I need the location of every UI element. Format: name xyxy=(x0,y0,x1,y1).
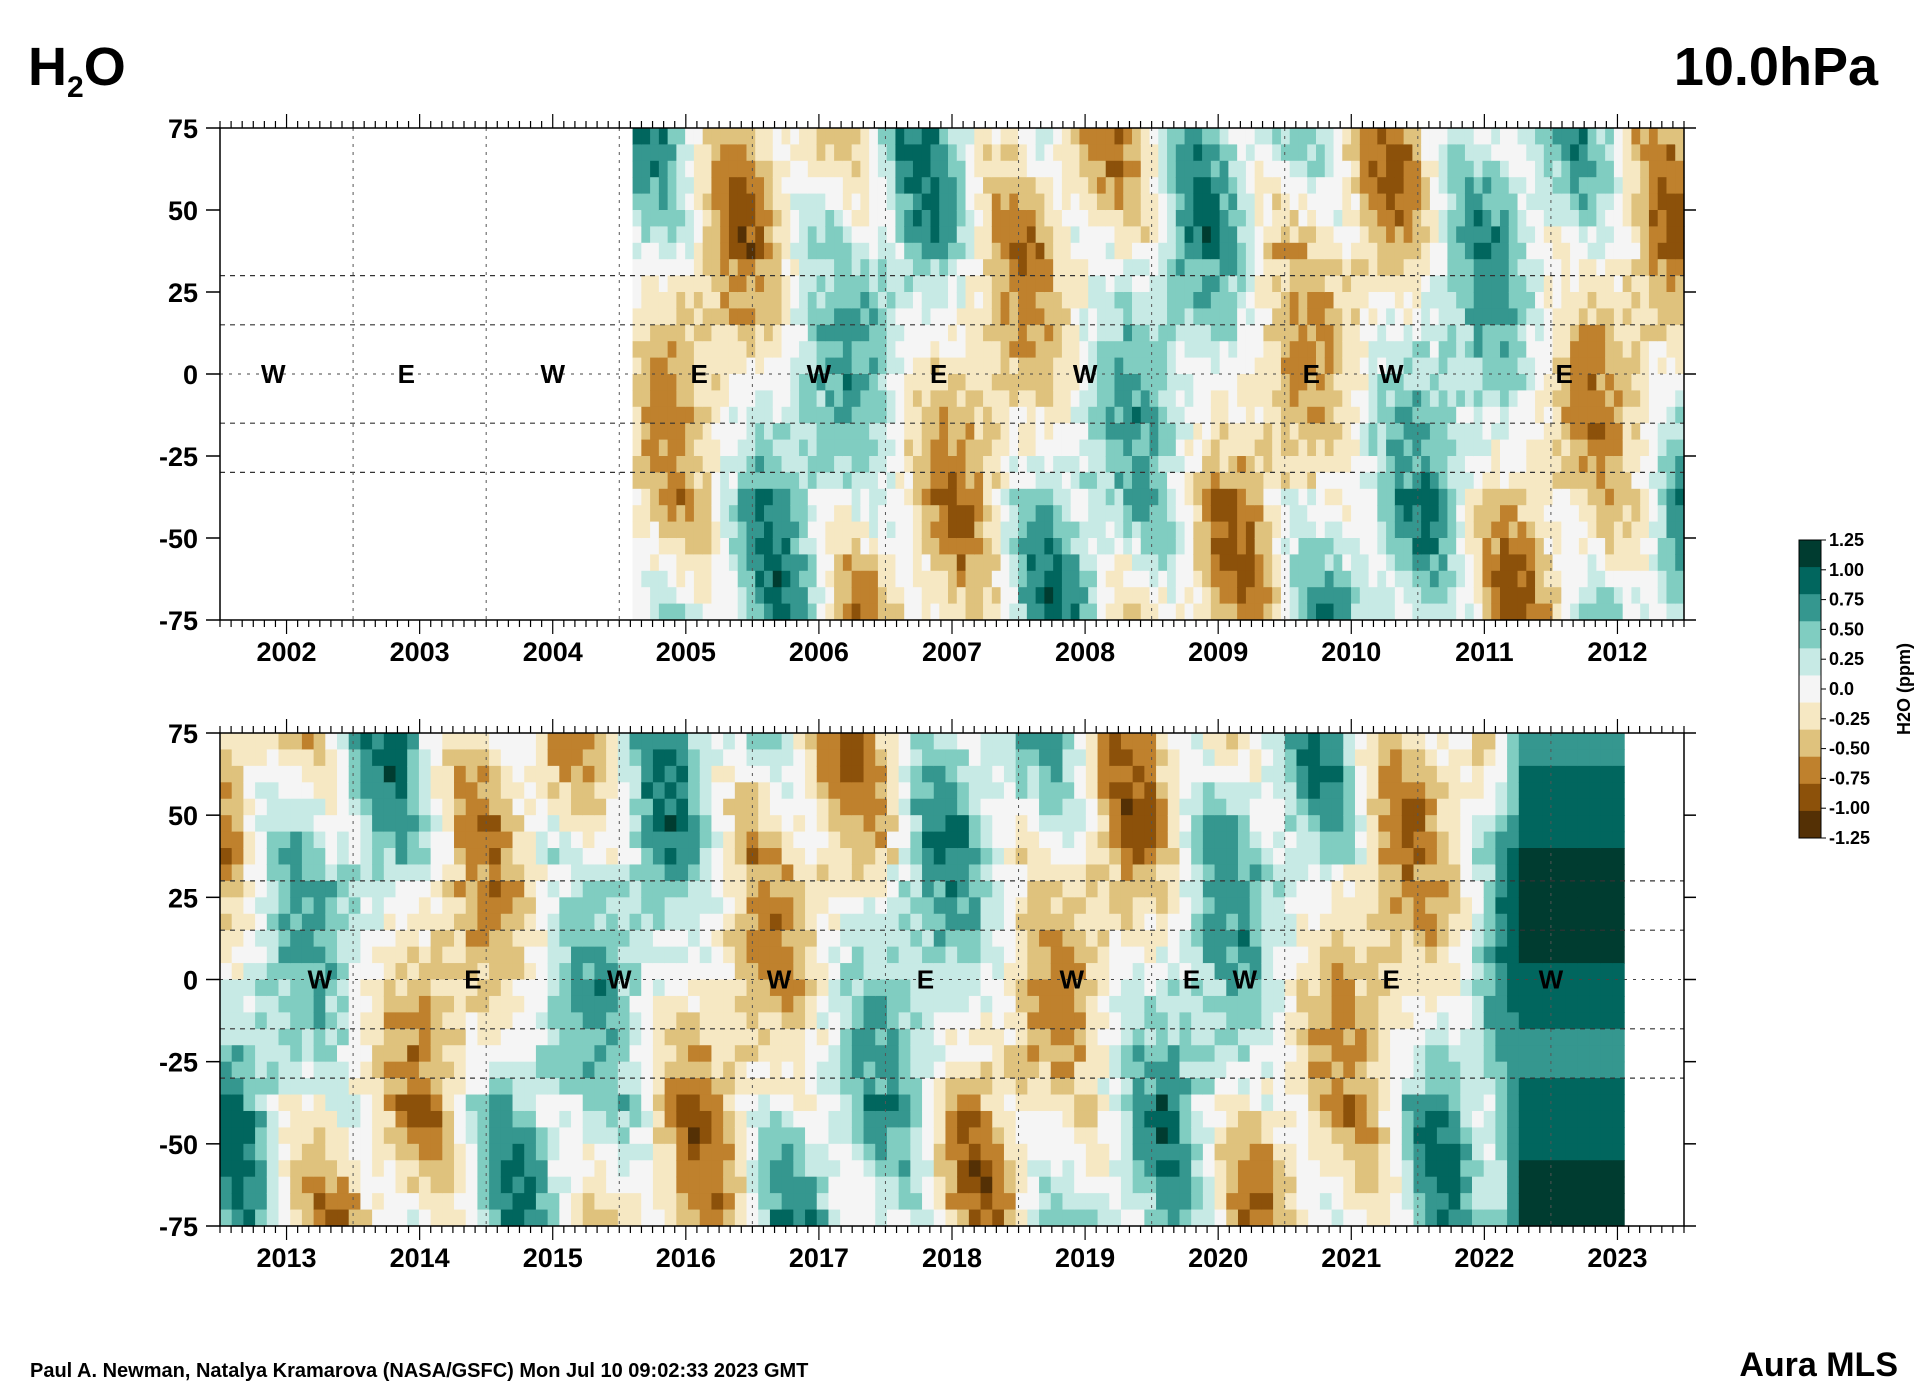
heatmap-field xyxy=(632,128,1685,621)
colorbar-swatch xyxy=(1799,648,1821,676)
colorbar-tick-label: -0.25 xyxy=(1829,709,1870,729)
heatmap-field xyxy=(220,733,1625,1227)
y-tick-label: -25 xyxy=(159,1048,198,1078)
panel-top: 75 50 25 0 -25 -50 -75 2002 2003 2004 2005 2006 2007… xyxy=(159,114,1696,667)
colorbar-swatch xyxy=(1799,783,1821,812)
x-tick-label: 2003 xyxy=(390,637,450,667)
x-tick-label: 2012 xyxy=(1587,637,1647,667)
colorbar-swatch xyxy=(1799,621,1821,649)
x-tick-label: 2020 xyxy=(1188,1243,1248,1273)
x-tick-label: 2023 xyxy=(1587,1243,1647,1273)
y-tick-label: -25 xyxy=(159,442,198,472)
qbo-phase-label: E xyxy=(1183,965,1200,995)
colorbar-tick-label: 0.0 xyxy=(1829,679,1854,699)
qbo-phase-label: E xyxy=(398,359,415,389)
y-tick-label: 0 xyxy=(183,966,198,996)
colorbar-swatch xyxy=(1799,756,1821,785)
x-tick-label: 2021 xyxy=(1321,1243,1381,1273)
x-tick-label: 2005 xyxy=(656,637,716,667)
qbo-phase-label: W xyxy=(308,965,333,995)
y-tick-label: -50 xyxy=(159,524,198,554)
chart-title: H2O xyxy=(28,37,126,104)
colorbar-tick-label: -1.25 xyxy=(1829,828,1870,848)
qbo-phase-label: E xyxy=(1556,359,1573,389)
y-tick-label: 25 xyxy=(168,883,198,913)
x-tick-label: 2019 xyxy=(1055,1243,1115,1273)
qbo-phase-label: E xyxy=(1303,359,1320,389)
y-tick-label: 0 xyxy=(183,360,198,390)
x-tick-label: 2007 xyxy=(922,637,982,667)
instrument-label: Aura MLS xyxy=(1739,1346,1898,1384)
qbo-phase-label: E xyxy=(464,965,481,995)
x-tick-label: 2006 xyxy=(789,637,849,667)
colorbar-tick-label: -1.00 xyxy=(1829,798,1870,818)
colorbar-tick-label: -0.50 xyxy=(1829,739,1870,759)
qbo-phase-label: W xyxy=(1379,359,1404,389)
x-tick-label: 2017 xyxy=(789,1243,849,1273)
x-tick-label: 2004 xyxy=(523,637,583,667)
x-tick-label: 2008 xyxy=(1055,637,1115,667)
colorbar: 1.25 1.00 0.75 0.50 0.25 0.0 -0.25 -0.50 -0.75 -1… xyxy=(1798,530,1914,848)
x-tick-label: 2016 xyxy=(656,1243,716,1273)
colorbar-swatch xyxy=(1799,702,1821,731)
x-tick-label: 2015 xyxy=(523,1243,583,1273)
colorbar-tick-label: -0.75 xyxy=(1829,768,1870,788)
x-tick-label: 2014 xyxy=(390,1243,450,1273)
qbo-phase-label: W xyxy=(1073,359,1098,389)
colorbar-swatch xyxy=(1799,567,1821,595)
qbo-phase-label: E xyxy=(930,359,947,389)
y-tick-label: 75 xyxy=(168,114,198,144)
x-tick-label: 2010 xyxy=(1321,637,1381,667)
x-tick-label: 2009 xyxy=(1188,637,1248,667)
y-tick-label: -50 xyxy=(159,1130,198,1160)
qbo-phase-label: W xyxy=(807,359,832,389)
colorbar-tick-label: 1.00 xyxy=(1829,560,1864,580)
y-tick-label: 50 xyxy=(168,196,198,226)
qbo-phase-label: E xyxy=(690,359,707,389)
colorbar-tick-label: 0.25 xyxy=(1829,649,1864,669)
colorbar-swatch xyxy=(1799,810,1821,839)
colorbar-swatch xyxy=(1799,594,1821,622)
y-tick-label: -75 xyxy=(159,606,198,636)
pressure-level-label: 10.0hPa xyxy=(1673,37,1878,97)
qbo-phase-label: W xyxy=(1060,965,1085,995)
x-tick-label: 2022 xyxy=(1454,1243,1514,1273)
colorbar-label: H2O (ppm) xyxy=(1894,643,1914,735)
x-tick-label: 2018 xyxy=(922,1243,982,1273)
colorbar-swatch xyxy=(1799,729,1821,758)
qbo-phase-label: W xyxy=(261,359,286,389)
qbo-phase-label: W xyxy=(1233,965,1258,995)
y-tick-label: 50 xyxy=(168,801,198,831)
x-tick-label: 2013 xyxy=(257,1243,317,1273)
colorbar-tick-label: 0.75 xyxy=(1829,590,1864,610)
y-tick-label: 25 xyxy=(168,278,198,308)
x-tick-label: 2002 xyxy=(257,637,317,667)
qbo-phase-label: W xyxy=(767,965,792,995)
colorbar-swatch xyxy=(1799,540,1821,568)
y-tick-label: -75 xyxy=(159,1212,198,1242)
qbo-phase-label: W xyxy=(607,965,632,995)
qbo-phase-label: W xyxy=(1539,965,1564,995)
qbo-phase-label: E xyxy=(917,965,934,995)
y-tick-label: 75 xyxy=(168,719,198,749)
qbo-phase-label: W xyxy=(540,359,565,389)
colorbar-swatch xyxy=(1799,675,1821,704)
colorbar-tick-label: 0.50 xyxy=(1829,619,1864,639)
credit-line: Paul A. Newman, Natalya Kramarova (NASA/… xyxy=(30,1360,809,1382)
qbo-phase-label: E xyxy=(1383,965,1400,995)
panel-bottom: 75 50 25 0 -25 -50 -75 2013 2014 2015 2016 2017 2018… xyxy=(159,719,1696,1273)
x-tick-label: 2011 xyxy=(1455,637,1514,667)
colorbar-tick-label: 1.25 xyxy=(1829,530,1864,550)
